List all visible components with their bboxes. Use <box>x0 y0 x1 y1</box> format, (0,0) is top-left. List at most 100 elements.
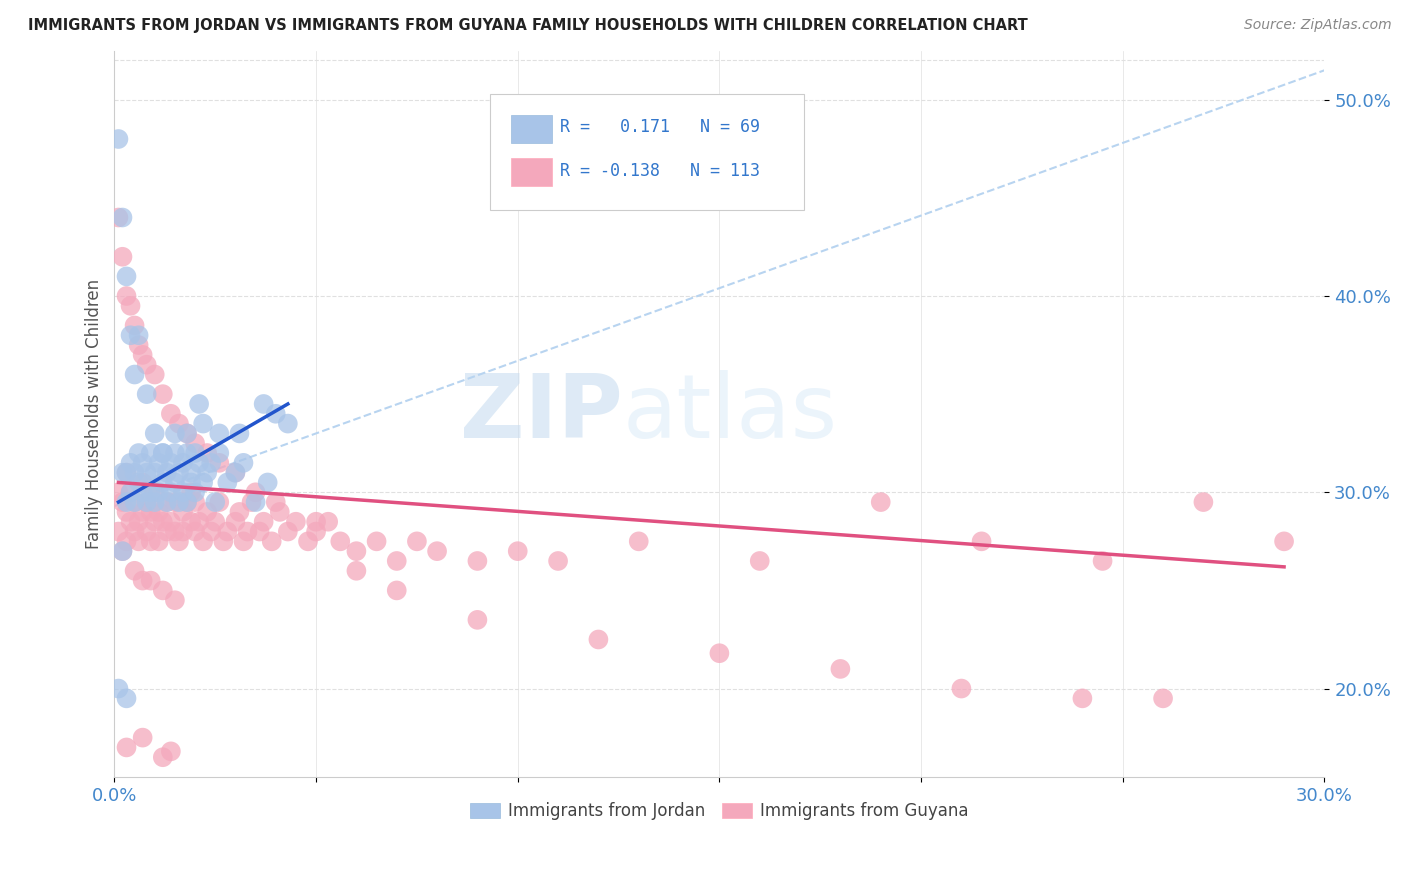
Point <box>195 446 218 460</box>
Point <box>160 485 183 500</box>
Point <box>143 485 166 500</box>
Point <box>277 417 299 431</box>
Point <box>120 515 142 529</box>
Point <box>131 475 153 490</box>
Point <box>128 338 150 352</box>
FancyBboxPatch shape <box>512 114 553 143</box>
Text: atlas: atlas <box>623 370 838 458</box>
Point <box>224 466 246 480</box>
Point <box>124 466 146 480</box>
Point <box>1091 554 1114 568</box>
Point <box>869 495 891 509</box>
Point <box>131 485 153 500</box>
Point <box>115 289 138 303</box>
Point <box>224 466 246 480</box>
Point <box>107 681 129 696</box>
Y-axis label: Family Households with Children: Family Households with Children <box>86 278 103 549</box>
Point <box>128 534 150 549</box>
Point <box>143 495 166 509</box>
Point <box>627 534 650 549</box>
FancyBboxPatch shape <box>489 95 804 211</box>
Point <box>316 515 339 529</box>
Point <box>184 446 207 460</box>
Point <box>143 426 166 441</box>
Point <box>172 505 194 519</box>
Point <box>143 515 166 529</box>
Point <box>172 524 194 539</box>
Point <box>115 691 138 706</box>
Text: Source: ZipAtlas.com: Source: ZipAtlas.com <box>1244 18 1392 32</box>
Point <box>277 524 299 539</box>
Point <box>245 495 267 509</box>
Point <box>344 544 367 558</box>
Point <box>111 250 134 264</box>
Point <box>176 426 198 441</box>
Point <box>152 387 174 401</box>
Point <box>970 534 993 549</box>
Point <box>143 368 166 382</box>
Point <box>228 505 250 519</box>
Point <box>1071 691 1094 706</box>
Point <box>260 534 283 549</box>
Point <box>124 318 146 333</box>
Point <box>217 475 239 490</box>
Point <box>139 574 162 588</box>
Point <box>111 544 134 558</box>
Text: R = -0.138   N = 113: R = -0.138 N = 113 <box>560 161 759 179</box>
Point <box>115 269 138 284</box>
Point <box>188 397 211 411</box>
Point <box>115 466 138 480</box>
Point <box>366 534 388 549</box>
Point <box>329 534 352 549</box>
Point <box>240 495 263 509</box>
Point <box>208 426 231 441</box>
Point <box>1272 534 1295 549</box>
Legend: Immigrants from Jordan, Immigrants from Guyana: Immigrants from Jordan, Immigrants from … <box>463 796 976 827</box>
Point <box>748 554 770 568</box>
Point <box>284 515 307 529</box>
Text: IMMIGRANTS FROM JORDAN VS IMMIGRANTS FROM GUYANA FAMILY HOUSEHOLDS WITH CHILDREN: IMMIGRANTS FROM JORDAN VS IMMIGRANTS FRO… <box>28 18 1028 33</box>
Point <box>172 485 194 500</box>
Point <box>111 466 134 480</box>
Point <box>156 495 179 509</box>
Point <box>131 505 153 519</box>
Point <box>269 505 291 519</box>
Point <box>200 524 222 539</box>
Point <box>506 544 529 558</box>
Point <box>128 475 150 490</box>
Point <box>249 524 271 539</box>
Point <box>139 505 162 519</box>
Point <box>128 446 150 460</box>
Point <box>467 613 489 627</box>
Point <box>115 495 138 509</box>
Point <box>191 417 214 431</box>
Point <box>200 456 222 470</box>
Point <box>467 554 489 568</box>
Point <box>208 456 231 470</box>
Point <box>167 495 190 509</box>
Point <box>120 485 142 500</box>
Point <box>204 495 226 509</box>
Point <box>131 456 153 470</box>
Point <box>547 554 569 568</box>
Point <box>131 574 153 588</box>
Point <box>152 583 174 598</box>
Point <box>950 681 973 696</box>
Point <box>195 505 218 519</box>
Point <box>148 456 170 470</box>
Point <box>152 475 174 490</box>
Point <box>167 534 190 549</box>
Point <box>253 397 276 411</box>
Point <box>184 485 207 500</box>
Point <box>224 515 246 529</box>
Point <box>297 534 319 549</box>
Point <box>180 466 202 480</box>
Point <box>128 328 150 343</box>
Point <box>588 632 610 647</box>
Point <box>160 456 183 470</box>
Point <box>305 515 328 529</box>
Point <box>115 466 138 480</box>
Point <box>148 534 170 549</box>
Point <box>135 524 157 539</box>
Point <box>115 740 138 755</box>
